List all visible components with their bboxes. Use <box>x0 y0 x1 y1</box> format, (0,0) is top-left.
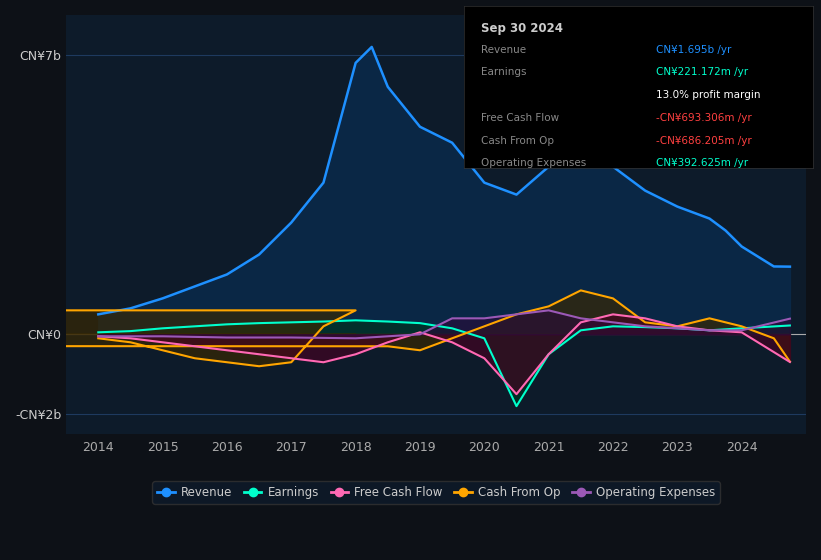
Text: Free Cash Flow: Free Cash Flow <box>481 113 559 123</box>
Legend: Revenue, Earnings, Free Cash Flow, Cash From Op, Operating Expenses: Revenue, Earnings, Free Cash Flow, Cash … <box>152 481 720 503</box>
Text: -CN¥693.306m /yr: -CN¥693.306m /yr <box>656 113 751 123</box>
Text: CN¥1.695b /yr: CN¥1.695b /yr <box>656 45 732 54</box>
Text: Operating Expenses: Operating Expenses <box>481 158 586 168</box>
Text: Earnings: Earnings <box>481 67 527 77</box>
Text: 13.0% profit margin: 13.0% profit margin <box>656 90 760 100</box>
Text: CN¥221.172m /yr: CN¥221.172m /yr <box>656 67 748 77</box>
Text: -CN¥686.205m /yr: -CN¥686.205m /yr <box>656 136 751 146</box>
Text: Revenue: Revenue <box>481 45 526 54</box>
Text: Sep 30 2024: Sep 30 2024 <box>481 22 563 35</box>
Text: CN¥392.625m /yr: CN¥392.625m /yr <box>656 158 748 168</box>
Text: Cash From Op: Cash From Op <box>481 136 554 146</box>
